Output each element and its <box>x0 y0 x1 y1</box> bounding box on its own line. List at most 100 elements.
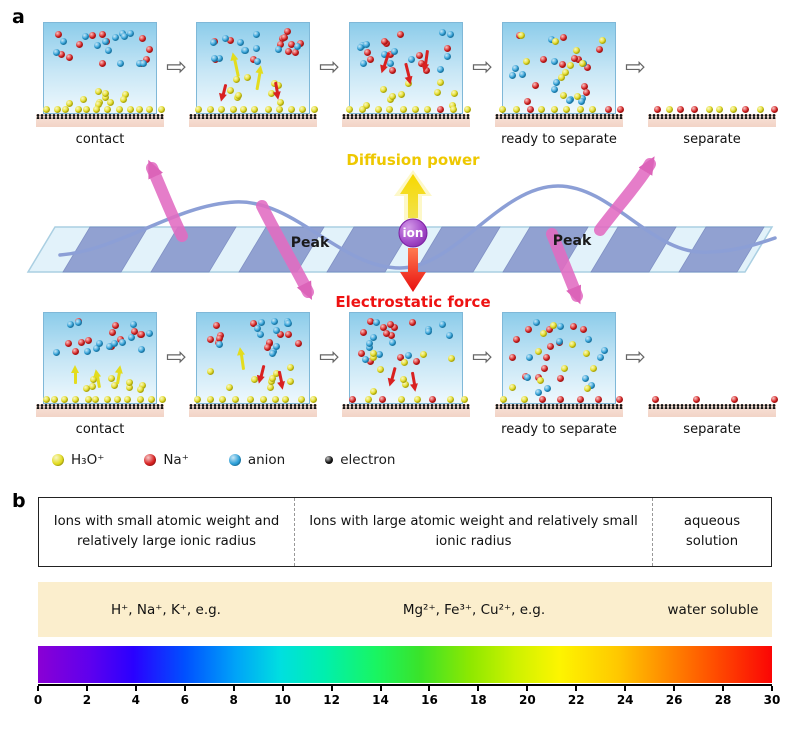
ion-dot <box>590 364 598 372</box>
ion-dot <box>252 31 260 39</box>
ion-dot <box>436 106 444 113</box>
ion-dot <box>226 86 234 94</box>
ion-dot <box>389 338 397 346</box>
diffusion-glow <box>394 170 432 220</box>
examples-aqueous: water soluble <box>667 601 759 618</box>
ion-dot <box>95 100 102 108</box>
ion-dot <box>99 60 107 68</box>
next-stage-arrow-icon: ⇨ <box>166 52 187 81</box>
ion-dot <box>239 106 247 113</box>
ion-dot <box>195 106 203 113</box>
ion-dot <box>587 381 595 389</box>
ion-dot <box>269 374 277 382</box>
electrode-array <box>62 226 765 273</box>
ion-dot <box>90 376 98 384</box>
ion-label: ion <box>403 226 424 240</box>
red-down-arrow-icon <box>274 370 287 391</box>
ion-dot <box>276 99 284 107</box>
ion-dot <box>388 332 396 339</box>
ion-dot <box>401 359 409 367</box>
ion-dot <box>604 106 612 113</box>
ion-dot <box>252 44 260 52</box>
ion-dot <box>288 106 296 113</box>
ion-dot <box>271 396 279 403</box>
axis-tick-label: 10 <box>274 693 292 707</box>
ion-examples-bar: H⁺, Na⁺, K⁺, e.g. Mg²⁺, Fe³⁺, Cu²⁺, e.g.… <box>38 582 772 637</box>
ion-dot <box>705 106 713 113</box>
ion-dot <box>436 65 444 73</box>
ion-dot <box>538 106 546 113</box>
electrode-substrate <box>648 106 778 127</box>
ion-dot <box>75 319 83 327</box>
ion-dot <box>573 46 581 54</box>
ion-dot <box>509 72 517 80</box>
ion-dot <box>216 341 224 349</box>
ion-dot <box>157 106 165 113</box>
ion-dot <box>121 32 129 40</box>
ion-dot <box>109 328 117 336</box>
stage-contact-top: contact <box>36 22 165 149</box>
ion-dot <box>512 335 520 343</box>
ion-dot <box>692 396 700 403</box>
ion-dot <box>372 319 380 327</box>
legend-item-anion: anion <box>228 452 285 468</box>
ion-dot <box>256 331 264 339</box>
ion-dot <box>423 106 431 113</box>
ion-dot <box>397 31 405 39</box>
ion-dot <box>123 396 131 403</box>
ion-dot <box>84 347 92 355</box>
electrode-substrate <box>495 396 624 417</box>
ion-dot <box>561 69 569 77</box>
ion-dot <box>653 106 661 113</box>
ion-dot <box>104 47 112 55</box>
ion-dot <box>359 106 367 113</box>
ion-dot <box>731 396 739 403</box>
ion-dot <box>544 385 551 393</box>
ion-dot <box>550 57 558 65</box>
ion-dot <box>416 52 424 60</box>
panel-a-bottom-row: contact ⇨ ⇨ ⇨ ready to separate ⇨ separa… <box>36 312 778 439</box>
axis-tick <box>85 686 88 691</box>
stage-diffusion-bottom <box>189 312 317 439</box>
axis-tick-label: 14 <box>372 693 389 707</box>
ion-dot <box>370 333 378 341</box>
ion-sphere <box>398 218 428 248</box>
legend-item-h3o: H₃O⁺ <box>52 452 104 468</box>
ion-dot <box>517 31 525 39</box>
red-down-arrow-icon <box>217 83 230 103</box>
ion-dot <box>110 381 118 389</box>
solution-box <box>349 312 463 404</box>
ion-dot <box>250 376 258 384</box>
ion-dot <box>597 353 605 361</box>
ion-dot <box>194 396 202 403</box>
yellow-up-arrow-icon <box>112 364 125 386</box>
axis-tick <box>477 686 480 691</box>
ion-dot <box>276 330 284 338</box>
ion-dot <box>226 383 234 391</box>
yellow-up-arrow-icon <box>227 51 243 78</box>
ion-dot <box>367 317 375 325</box>
ion-dot <box>584 384 592 392</box>
ion-dot <box>127 333 135 341</box>
ion-dot <box>509 383 517 391</box>
solution-box <box>43 312 157 404</box>
ion-dot <box>113 396 121 403</box>
ion-dot <box>66 54 74 62</box>
ion-dot <box>512 106 520 113</box>
ion-dot <box>569 322 577 330</box>
ion-dot <box>520 396 528 403</box>
ion-dot <box>585 336 593 344</box>
ion-dot <box>535 388 543 396</box>
ion-dot <box>127 29 135 37</box>
axis-tick-label: 16 <box>421 693 438 707</box>
legend-item-electron: electron <box>325 452 395 468</box>
ion-dot <box>230 106 238 113</box>
ion-dot <box>275 81 283 89</box>
axis-tick <box>673 686 676 691</box>
ion-dot <box>363 41 371 49</box>
ion-dot <box>358 350 366 358</box>
ion-dot <box>142 56 150 64</box>
ion-dot <box>64 340 72 348</box>
ion-dot <box>227 36 235 44</box>
